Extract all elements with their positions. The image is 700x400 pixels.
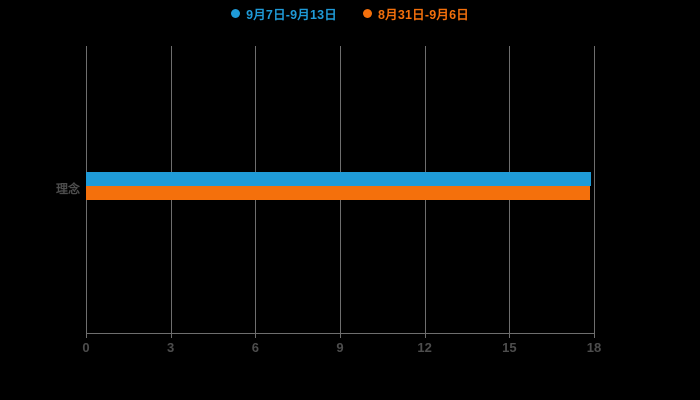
x-tick-mark: [594, 333, 595, 338]
x-tick-label: 18: [586, 340, 602, 355]
x-tick-label: 15: [502, 340, 517, 355]
x-tick-mark: [255, 333, 257, 338]
legend-label: 8月31日-9月6日: [378, 8, 469, 22]
x-tick-mark: [509, 333, 511, 338]
x-tick-mark: [340, 333, 341, 338]
x-tick-label: 0: [82, 340, 90, 355]
legend-item-series-0[interactable]: 9月7日-9月13日: [231, 4, 337, 23]
x-tick-label: 12: [417, 340, 432, 355]
x-tick-label: 3: [167, 340, 175, 355]
plot-area: 0 3 6 9 12 15 18: [82, 46, 601, 355]
bar-series-0[interactable]: [86, 172, 592, 186]
x-tick-label: 6: [251, 340, 259, 355]
bar-series-1[interactable]: [86, 186, 590, 200]
x-gridline: [594, 46, 595, 333]
x-tick-mark: [424, 333, 426, 338]
x-tick-mark: [86, 333, 87, 338]
legend-swatch-icon: [231, 9, 241, 18]
legend-item-series-1[interactable]: 8月31日-9月6日: [363, 4, 469, 23]
y-axis-category-label: 理念: [55, 182, 80, 196]
chart-legend: 9月7日-9月13日 8月31日-9月6日: [0, 4, 700, 23]
x-tick-mark: [170, 333, 172, 338]
legend-label: 9月7日-9月13日: [246, 8, 337, 22]
x-axis-line: [86, 333, 594, 334]
x-tick-label: 9: [336, 340, 344, 355]
legend-swatch-icon: [363, 9, 372, 18]
